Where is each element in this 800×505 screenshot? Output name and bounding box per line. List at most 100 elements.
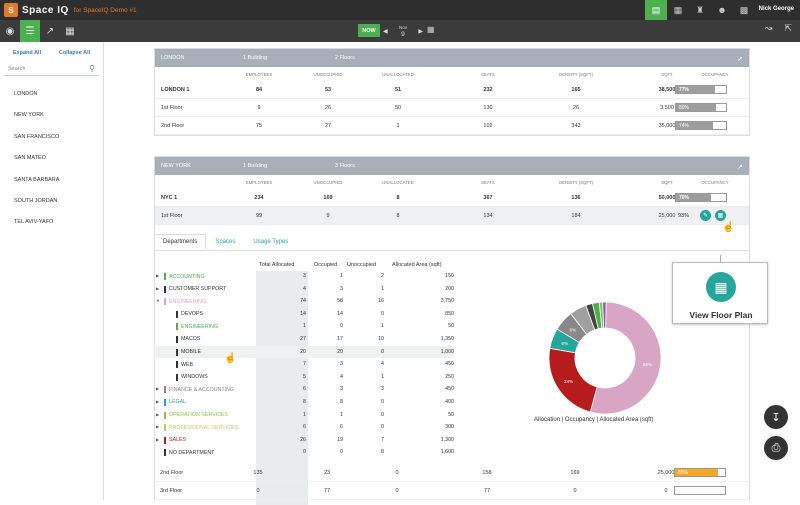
collapse-all-link[interactable]: Collapse All	[58, 50, 91, 56]
grid-view-icon[interactable]: ▦	[65, 25, 75, 37]
department-row[interactable]: ▶ OPERATION SERVICES 1 1 0 50	[154, 409, 454, 422]
trend-chart-icon[interactable]: ↗	[45, 25, 55, 37]
department-name[interactable]: PROFESSIONAL SERVICES	[169, 424, 239, 431]
row-name[interactable]: 1st Floor	[161, 105, 183, 111]
table-row[interactable]: 1st Floor 99 9 8 134 184 25,000 93% ✎ ▦	[155, 207, 749, 225]
user-name[interactable]: Nick George	[758, 6, 794, 12]
calendar-icon[interactable]: ▦	[427, 25, 435, 34]
allocation-donut-chart[interactable]: 55% 24% 6% 6%	[544, 297, 666, 424]
now-button[interactable]: NOW	[358, 24, 380, 37]
table-row[interactable]: 3rd Floor 0 77 0 77 0 0 0%	[154, 482, 750, 500]
department-row[interactable]: ▶ ACCOUNTING 3 1 2 150	[154, 270, 454, 283]
map-pin-icon[interactable]: ◉	[5, 25, 15, 37]
donut-slice-engineering[interactable]	[589, 301, 662, 415]
department-row[interactable]: ▶ CUSTOMER SUPPORT 4 3 1 200	[154, 283, 454, 296]
tab-departments[interactable]: Departments	[154, 234, 207, 250]
department-name[interactable]: WEB	[181, 361, 194, 368]
sidebar-item-location[interactable]: SAN FRANCISCO	[14, 133, 60, 140]
caret-down-icon[interactable]: ▼	[156, 298, 160, 304]
department-row[interactable]: DEVOPS 14 14 0 850	[154, 308, 454, 321]
department-name[interactable]: DEVOPS	[181, 311, 204, 318]
sidebar-item-location[interactable]: SAN MATEO	[14, 155, 46, 162]
row-name[interactable]: NYC 1	[161, 195, 178, 201]
download-icon[interactable]: ↧	[764, 405, 788, 429]
caret-right-icon[interactable]: ▶	[156, 386, 160, 392]
expand-all-link[interactable]: Expand All	[12, 50, 42, 56]
department-name[interactable]: CUSTOMER SUPPORT	[169, 286, 227, 293]
row-name[interactable]: 3rd Floor	[160, 488, 183, 494]
date-display[interactable]: Nov 9	[399, 24, 407, 38]
people-icon[interactable]: ♜	[695, 4, 705, 15]
caret-right-icon[interactable]: ▶	[156, 273, 160, 278]
row-name[interactable]: 2nd Floor	[160, 470, 184, 476]
department-row[interactable]: ▶ PROFESSIONAL SERVICES 6 6 0 300	[154, 421, 454, 434]
view-floor-plan-label[interactable]: View Floor Plan	[689, 310, 753, 320]
department-name[interactable]: WINDOWS	[181, 374, 208, 381]
list-view-icon[interactable]: ☰	[20, 20, 40, 42]
print-icon[interactable]: ⎙	[764, 436, 788, 460]
bar-chart-icon[interactable]: ▩	[739, 4, 749, 15]
trend-chart-icon[interactable]: ↗	[737, 56, 743, 63]
department-name[interactable]: NO DEPARTMENT	[169, 449, 215, 456]
table-row[interactable]: LONDON 1 84 53 51 232 165 38,500 77%	[155, 81, 749, 99]
department-name[interactable]: LEGAL	[169, 399, 187, 406]
building-icon[interactable]: ▦	[673, 4, 683, 15]
department-name[interactable]: OPERATION SERVICES	[169, 412, 228, 419]
caret-right-icon[interactable]: ▶	[156, 398, 160, 404]
sidebar-item-location[interactable]: SANTA BARBARA	[14, 176, 60, 183]
view-floor-plan-popup[interactable]: ▦ View Floor Plan	[672, 262, 768, 324]
app-logo[interactable]: S Space IQ for SpaceIQ Demo #1	[4, 3, 137, 17]
tab-spaces[interactable]: Spaces	[215, 239, 236, 245]
card-header[interactable]: LONDON 1 Building 2 Floors ↗	[155, 49, 749, 67]
dashboard-icon[interactable]: ▤	[645, 0, 667, 20]
next-date-icon[interactable]: ▶	[418, 28, 423, 35]
sidebar-search[interactable]: Search ⚲	[4, 62, 99, 76]
row-name[interactable]: 2nd Floor	[161, 123, 185, 129]
department-name[interactable]: MOBILE	[181, 349, 202, 356]
donut-slice-no-department[interactable]	[602, 301, 607, 329]
caret-right-icon[interactable]: ▶	[156, 285, 160, 291]
department-row[interactable]: MOBILE 20 20 0 1,000	[154, 345, 454, 359]
analytics-icon[interactable]: ↝	[764, 23, 773, 33]
trend-chart-icon[interactable]: ↗	[737, 164, 743, 171]
department-row[interactable]: ENGINEERING 1 0 1 50	[154, 320, 454, 333]
department-name[interactable]: ENGINEERING	[169, 298, 207, 305]
table-row[interactable]: 1st Floor 9 26 50 130 26 3,500 80%	[155, 99, 749, 117]
caret-right-icon[interactable]: ▶	[156, 411, 160, 417]
export-icon[interactable]: ⇱	[784, 23, 792, 33]
department-row[interactable]: NO DEPARTMENT 0 0 8 1,600	[154, 446, 454, 459]
department-name[interactable]: FINANCE & ACCOUNTING	[169, 386, 235, 393]
row-name[interactable]: 1st Floor	[161, 213, 183, 219]
card-header[interactable]: NEW YORK 1 Building 3 Floors ↗	[155, 157, 749, 175]
table-row[interactable]: 2nd Floor 135 23 0 158 169 25,000 85%	[154, 464, 750, 482]
department-row[interactable]: WINDOWS 5 4 1 250	[154, 371, 454, 384]
department-row[interactable]: ▶ SALES 26 19 7 1,300	[154, 434, 454, 447]
person-icon[interactable]: ☻	[717, 5, 727, 15]
department-name[interactable]: SALES	[169, 437, 187, 444]
department-row[interactable]: WEB 7 3 4 450	[154, 358, 454, 371]
department-row[interactable]: ▶ FINANCE & ACCOUNTING 6 3 3 450	[154, 383, 454, 396]
table-row[interactable]: 2nd Floor 75 27 1 102 343 35,000 74%	[155, 117, 749, 135]
sidebar-item-location[interactable]: LONDON	[14, 91, 38, 97]
department-name[interactable]: ENGINEERING	[181, 323, 219, 330]
org-name[interactable]: for SpaceIQ Demo #1	[73, 6, 137, 14]
department-row[interactable]: ▼ ENGINEERING 74 58 16 3,750	[154, 295, 454, 308]
table-row[interactable]: NYC 1 234 169 8 367 136 50,000 70%	[155, 189, 749, 207]
department-row[interactable]: ▶ LEGAL 8 8 0 400	[154, 396, 454, 409]
donut-svg[interactable]: 55% 24% 6% 6%	[544, 297, 666, 419]
search-icon[interactable]: ⚲	[89, 64, 95, 73]
caret-right-icon[interactable]: ▶	[156, 424, 160, 430]
department-name[interactable]: MACOS	[181, 336, 201, 343]
prev-date-icon[interactable]: ◀	[383, 28, 388, 35]
tab-usage-types[interactable]: Usage Types	[253, 239, 289, 245]
department-row[interactable]: MACOS 27 17 10 1,350	[154, 333, 454, 346]
caret-right-icon[interactable]: ▶	[156, 436, 160, 442]
sidebar-item-location[interactable]: TEL AVIV-YAFO	[14, 219, 54, 226]
edit-icon[interactable]: ✎	[700, 210, 711, 221]
floor-plan-icon[interactable]: ▦	[715, 210, 726, 221]
search-input[interactable]: Search	[8, 65, 26, 72]
row-name[interactable]: LONDON 1	[161, 87, 190, 93]
department-name[interactable]: ACCOUNTING	[169, 273, 205, 280]
floor-plan-icon[interactable]: ▦	[706, 272, 736, 302]
sidebar-item-location[interactable]: NEW YORK	[14, 112, 44, 119]
